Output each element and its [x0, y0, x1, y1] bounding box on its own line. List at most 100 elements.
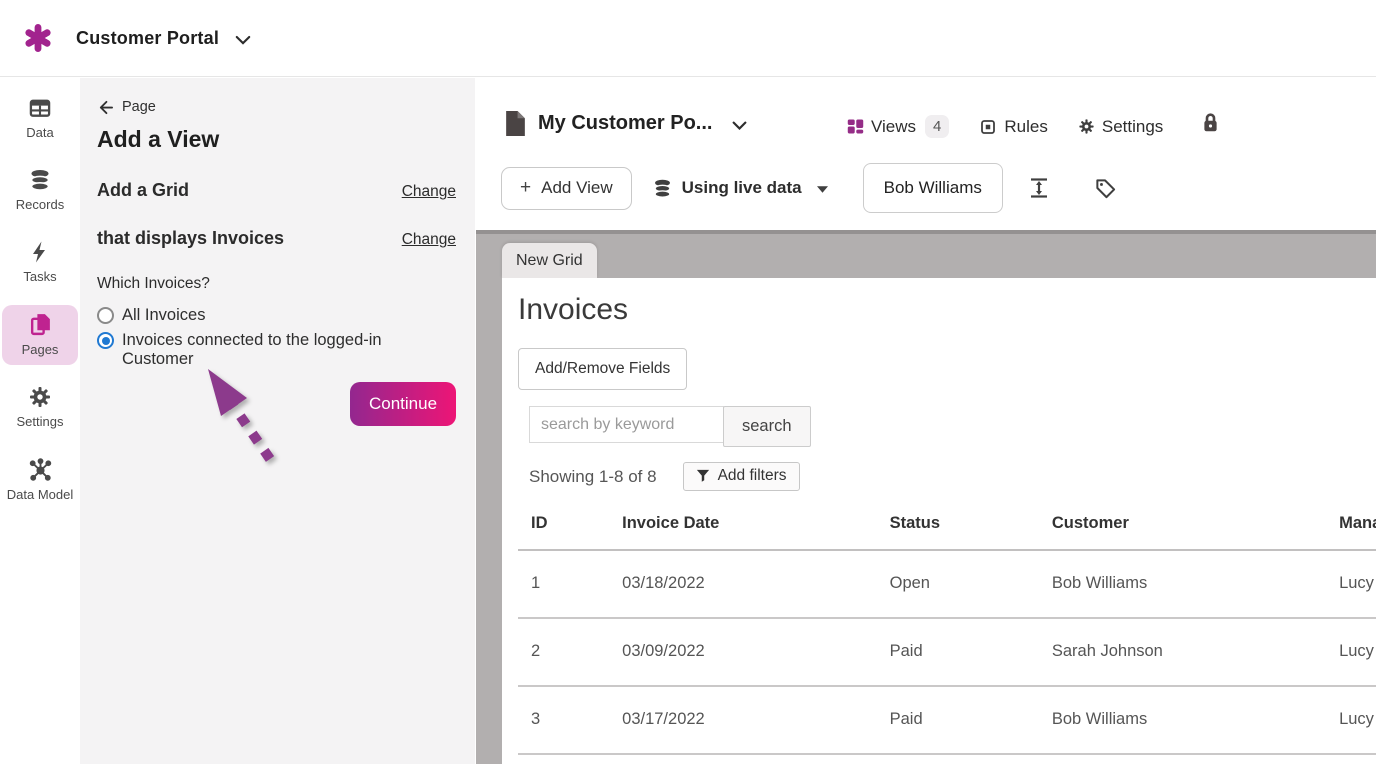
sidebar-item-tasks[interactable]: Tasks — [2, 233, 78, 292]
lightning-icon — [33, 241, 45, 263]
app-title: Customer Portal — [76, 27, 220, 48]
cell-invoice-date: 03/09/2022 — [622, 642, 705, 660]
row-height-icon[interactable] — [1027, 176, 1051, 200]
cell-manager: Lucy Cartwright — [1339, 574, 1376, 592]
module-rail: Data Records Tasks Pages — [0, 78, 80, 764]
change-view-type-link[interactable]: Change — [401, 183, 456, 200]
add-filters-button[interactable]: Add filters — [682, 462, 800, 491]
sidebar-item-label: Data Model — [6, 487, 74, 502]
cell-id: 3 — [531, 710, 541, 728]
radio-option-all-invoices[interactable]: All Invoices — [97, 306, 456, 324]
cell-status: Paid — [889, 710, 923, 728]
page-header-nav: Views 4 Rules — [847, 115, 1163, 138]
radio-unselected-icon[interactable] — [97, 307, 114, 324]
search-row: search — [529, 406, 1376, 447]
panel-title: Add a View — [97, 126, 220, 152]
table-icon — [29, 99, 51, 117]
nav-views[interactable]: Views 4 — [847, 115, 950, 138]
column-header-customer[interactable]: Customer — [1051, 514, 1129, 532]
plus-icon: + — [520, 177, 532, 198]
live-preview-frame: New Grid Invoices Add/Remove Fields sear… — [476, 230, 1376, 764]
cell-manager: Lucy Cartwright — [1339, 710, 1376, 728]
step-data-source: that displays Invoices Change — [97, 228, 456, 249]
column-header-manager[interactable]: Manager — [1339, 514, 1376, 532]
change-data-source-link[interactable]: Change — [401, 231, 456, 248]
which-invoices-question: Which Invoices? — [97, 275, 210, 292]
column-header-id[interactable]: ID — [531, 514, 548, 532]
annotation-arrow-icon — [208, 369, 275, 462]
back-to-page-link[interactable]: Page — [97, 99, 456, 115]
table-row[interactable]: 2 03/09/2022 Paid Sarah Johnson Lucy Car… — [518, 618, 1376, 686]
nav-rules[interactable]: Rules — [979, 116, 1048, 137]
back-arrow-icon — [99, 100, 113, 114]
column-header-status[interactable]: Status — [889, 514, 941, 532]
sidebar-item-data-model[interactable]: Data Model — [2, 450, 78, 510]
radio-option-label: All Invoices — [122, 306, 206, 324]
nav-settings[interactable]: Settings — [1078, 117, 1163, 137]
add-remove-fields-button[interactable]: Add/Remove Fields — [518, 348, 688, 390]
cell-id: 2 — [531, 642, 541, 660]
cell-invoice-date: 03/18/2022 — [622, 574, 705, 592]
nav-views-label: Views — [871, 116, 917, 136]
chevron-down-icon[interactable] — [235, 35, 251, 46]
radio-selected-icon[interactable] — [97, 332, 114, 350]
table-row[interactable]: 1 03/18/2022 Open Bob Williams Lucy Cart… — [518, 550, 1376, 618]
nav-rules-label: Rules — [1004, 116, 1048, 136]
sidebar-item-records[interactable]: Records — [2, 161, 78, 220]
continue-button[interactable]: Continue — [350, 382, 456, 426]
cell-customer: Bob Williams — [1051, 574, 1148, 592]
add-view-panel: Page Add a View Add a Grid Change that d… — [80, 78, 475, 764]
database-icon — [30, 170, 50, 191]
column-header-invoice-date[interactable]: Invoice Date — [622, 514, 720, 532]
radio-option-connected-invoices[interactable]: Invoices connected to the logged-in Cust… — [97, 331, 456, 368]
step-view-type: Add a Grid Change — [97, 180, 456, 201]
gear-icon — [1079, 119, 1094, 134]
cell-customer: Sarah Johnson — [1051, 642, 1163, 660]
radio-option-label: Invoices connected to the logged-in Cust… — [122, 331, 382, 368]
add-view-button[interactable]: + Add View — [501, 166, 632, 210]
table-row[interactable]: 3 03/17/2022 Paid Bob Williams Lucy Cart… — [518, 686, 1376, 754]
preview-tab-bar: New Grid — [476, 234, 1376, 278]
lock-icon[interactable] — [1200, 110, 1221, 135]
view-toolbar: + Add View Using live data Bob Williams — [501, 163, 1117, 213]
chevron-down-icon[interactable] — [732, 121, 747, 131]
logged-in-user-button[interactable]: Bob Williams — [862, 163, 1003, 213]
sidebar-item-data[interactable]: Data — [2, 90, 78, 148]
database-icon — [653, 179, 671, 198]
cell-id: 1 — [531, 574, 541, 592]
data-source-label: Using live data — [681, 178, 802, 197]
nav-settings-label: Settings — [1101, 116, 1164, 136]
sidebar-item-label: Data — [26, 125, 54, 140]
search-input[interactable] — [529, 406, 724, 443]
page-header: My Customer Po... Views 4 — [475, 78, 1376, 230]
tag-icon[interactable] — [1094, 177, 1117, 200]
cell-customer: Bob Williams — [1051, 710, 1148, 728]
tab-new-grid[interactable]: New Grid — [502, 243, 597, 278]
preview-frame-edge — [476, 230, 1376, 234]
chip-icon — [981, 119, 996, 134]
cell-status: Paid — [889, 642, 923, 660]
sidebar-item-label: Tasks — [23, 269, 57, 284]
cell-status: Open — [889, 574, 930, 592]
data-source-dropdown[interactable]: Using live data — [652, 178, 828, 199]
cell-invoice-date: 03/17/2022 — [622, 710, 705, 728]
pages-icon — [30, 314, 50, 336]
page-title-group[interactable]: My Customer Po... — [505, 110, 747, 137]
sidebar-item-label: Settings — [16, 414, 64, 429]
gear-icon — [30, 387, 50, 407]
cell-manager: Lucy Cartwright — [1339, 642, 1376, 660]
views-icon — [847, 119, 864, 134]
step-label: that displays Invoices — [97, 228, 285, 248]
network-icon — [29, 458, 51, 481]
sidebar-item-settings[interactable]: Settings — [2, 378, 78, 437]
search-button[interactable]: search — [723, 406, 811, 447]
add-filters-label: Add filters — [717, 467, 787, 484]
showing-count-text: Showing 1-8 of 8 — [529, 466, 657, 486]
sidebar-item-label: Pages — [21, 342, 59, 357]
grid-title: Invoices — [518, 293, 629, 326]
sidebar-item-pages[interactable]: Pages — [2, 305, 78, 365]
caret-down-icon — [816, 186, 828, 193]
table-header-row: ID Invoice Date Status Customer Manager — [518, 514, 1376, 550]
page-title: My Customer Po... — [538, 112, 713, 134]
